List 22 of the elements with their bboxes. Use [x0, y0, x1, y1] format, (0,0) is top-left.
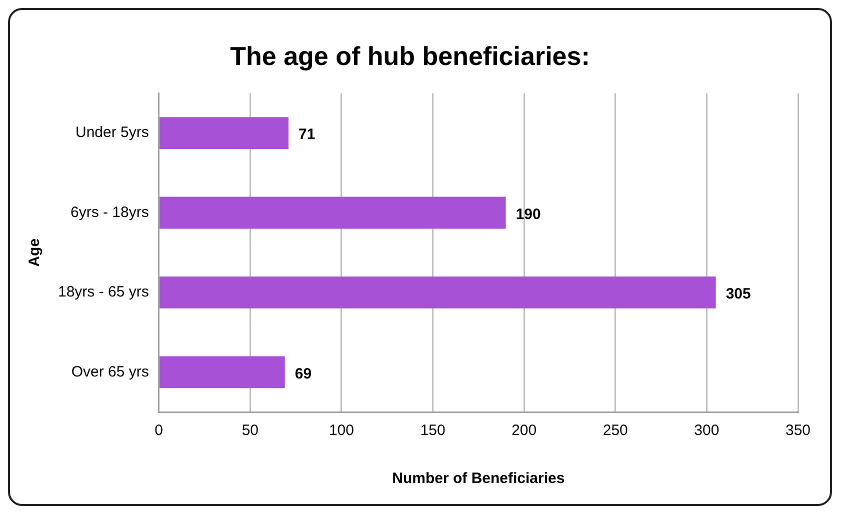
chart-title: The age of hub beneficiaries:	[230, 40, 590, 71]
y-tick-label: Under 5yrs	[76, 124, 149, 142]
y-tick-label: 18yrs - 65 yrs	[58, 284, 149, 301]
x-tick-label: 250	[602, 422, 628, 440]
data-label: 69	[294, 365, 312, 382]
data-label: 190	[516, 206, 541, 223]
y-tick-label: 6yrs - 18yrs	[70, 204, 149, 221]
x-tick-label: 300	[694, 422, 720, 440]
bar	[160, 196, 506, 229]
x-tick-label: 200	[512, 422, 537, 440]
data-label: 305	[726, 286, 751, 303]
y-axis-title: Age	[26, 238, 44, 267]
x-tick-label: 0	[154, 422, 164, 440]
x-tick-label: 150	[420, 422, 446, 440]
bar	[160, 356, 285, 388]
x-tick-label: 350	[785, 422, 811, 440]
bar	[160, 276, 716, 308]
bar	[160, 117, 289, 149]
data-label: 71	[298, 126, 316, 144]
x-tick-label: 50	[242, 422, 259, 440]
x-tick-label: 100	[328, 422, 354, 440]
y-tick-label: Over 65 yrs	[71, 363, 149, 380]
